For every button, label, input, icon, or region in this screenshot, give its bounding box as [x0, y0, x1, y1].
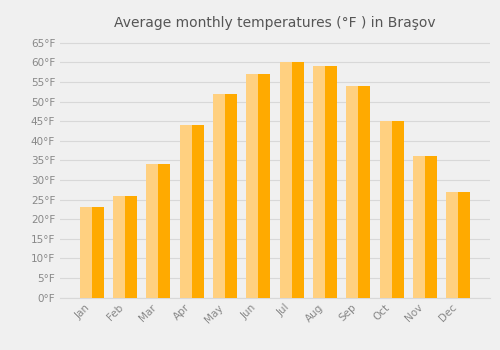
Bar — [313, 66, 337, 298]
Bar — [413, 156, 425, 298]
Bar — [246, 74, 258, 298]
Bar — [446, 192, 470, 298]
Bar — [80, 208, 104, 298]
Bar — [113, 196, 137, 298]
Bar — [446, 192, 458, 298]
Bar — [146, 164, 171, 298]
Bar — [180, 125, 204, 298]
Bar — [413, 156, 437, 298]
Bar — [380, 121, 404, 298]
Bar — [313, 66, 325, 298]
Bar — [80, 208, 92, 298]
Bar — [213, 94, 237, 298]
Bar — [180, 125, 192, 298]
Bar — [346, 86, 358, 298]
Bar — [380, 121, 392, 298]
Bar — [346, 86, 370, 298]
Bar — [146, 164, 158, 298]
Bar — [213, 94, 225, 298]
Bar — [113, 196, 125, 298]
Bar — [280, 62, 291, 298]
Title: Average monthly temperatures (°F ) in Braşov: Average monthly temperatures (°F ) in Br… — [114, 16, 436, 30]
Bar — [246, 74, 270, 298]
Bar — [280, 62, 303, 298]
